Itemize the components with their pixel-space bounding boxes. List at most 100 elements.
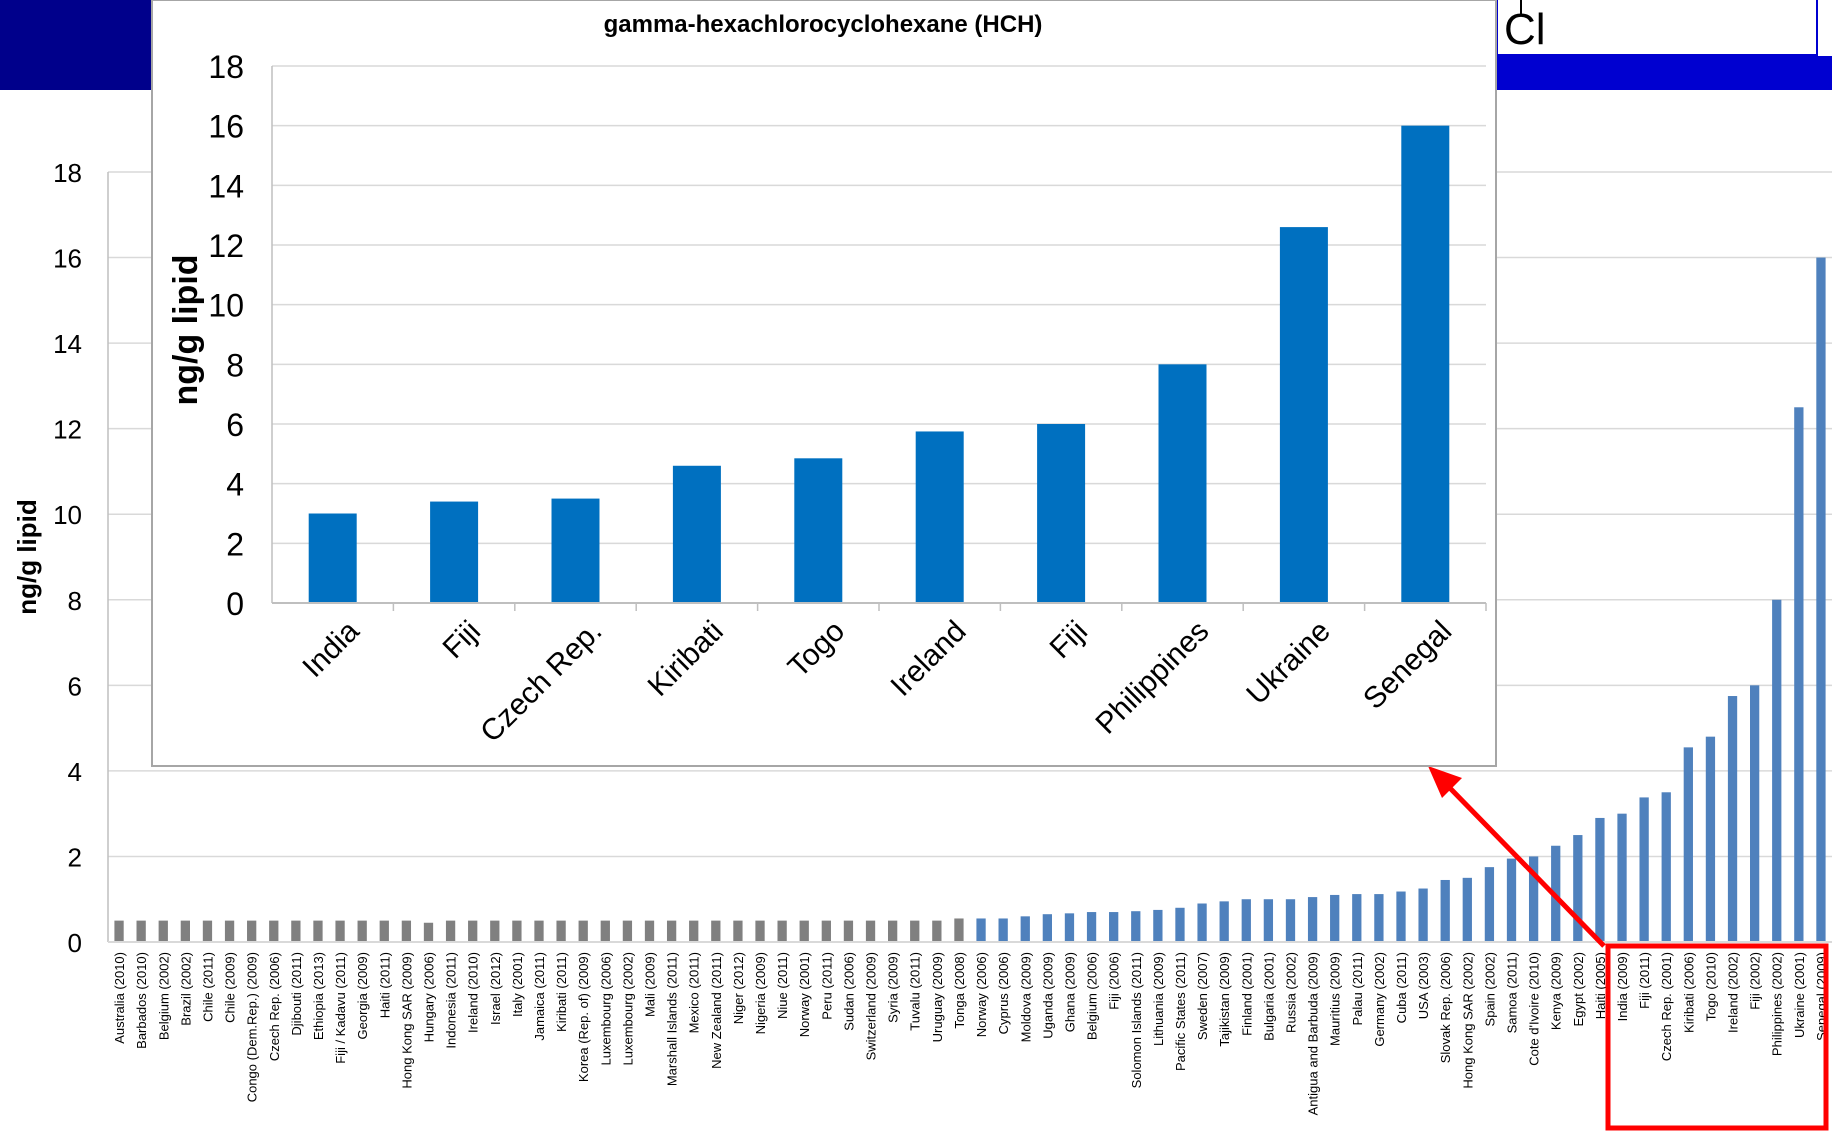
main-x-tick-label: Niger (2012)	[731, 952, 746, 1024]
main-bar	[1241, 899, 1251, 942]
main-bar	[1131, 911, 1141, 942]
inset-y-tick-label: 16	[208, 109, 244, 145]
main-x-tick-label: Kenya (2009)	[1549, 952, 1564, 1030]
main-bar	[1064, 913, 1075, 942]
main-x-tick-label: Antigua and Barbuda (2009)	[1306, 952, 1321, 1115]
inset-y-tick-label: 6	[226, 407, 244, 443]
main-bar	[733, 920, 743, 942]
main-x-tick-label: Ireland (2010)	[466, 952, 481, 1033]
main-bar	[777, 920, 787, 942]
main-x-tick-label: Indonesia (2011)	[444, 952, 459, 1049]
main-x-tick-label: Czech Rep. (2006)	[267, 952, 282, 1061]
main-x-tick-label: Pacific States (2011)	[1173, 952, 1188, 1071]
main-x-tick-label: Israel (2012)	[488, 952, 503, 1025]
structure-bond-line	[1520, 0, 1522, 14]
main-bar	[865, 920, 876, 942]
inset-bar-chart: gamma-hexachlorocyclohexane (HCH) 0 2 4 6 8 10…	[151, 0, 1497, 767]
header-band-left	[0, 0, 152, 90]
main-x-tick-label: Haiti (2011)	[377, 952, 392, 1018]
main-x-tick-label: Fiji (2002)	[1748, 952, 1763, 1010]
inset-frame	[151, 0, 1497, 767]
main-x-tick-label: Kiribati (2011)	[554, 952, 569, 1032]
main-bar	[622, 920, 633, 942]
main-bar	[269, 920, 279, 942]
main-x-tick-label: Nigeria (2009)	[753, 952, 768, 1034]
main-y-tick-label: 16	[53, 244, 82, 274]
main-bar	[512, 920, 522, 942]
inset-y-tick-label: 0	[226, 586, 244, 622]
main-bar	[1617, 813, 1627, 942]
inset-bar	[915, 431, 964, 603]
main-bar	[1396, 891, 1406, 942]
main-bar	[445, 920, 456, 942]
main-y-tick-label: 12	[53, 415, 82, 445]
main-bar	[887, 920, 898, 942]
inset-y-tick-label: 10	[208, 288, 244, 324]
highlight-box	[1605, 943, 1829, 1131]
highlight-arrow-line	[1444, 782, 1606, 948]
main-x-tick-label: Djibouti (2011)	[289, 952, 304, 1036]
inset-y-tick-label: 12	[208, 228, 244, 264]
main-bar	[1374, 894, 1384, 942]
main-bar	[1794, 407, 1804, 942]
main-x-tick-label: Germany (2002)	[1372, 952, 1387, 1047]
main-bar	[401, 920, 412, 942]
main-x-tick-label: Luxembourg (2006)	[598, 952, 613, 1065]
main-x-tick-label: Cyprus (2006)	[996, 952, 1011, 1034]
main-x-tick-label: Tonga (2008)	[952, 952, 967, 1029]
main-bar	[1727, 696, 1738, 942]
main-bar	[799, 920, 809, 942]
main-x-tick-label: Ukraine (2001)	[1792, 952, 1807, 1038]
main-bar	[1285, 899, 1296, 942]
main-x-tick-label: Chile (2009)	[223, 952, 238, 1023]
main-x-tick-label: Hungary (2006)	[421, 952, 436, 1042]
main-x-tick-label: Togo (2010)	[1703, 952, 1718, 1021]
main-y-tick-label: 4	[68, 757, 82, 787]
main-x-tick-label: Marshall Islands (2011)	[665, 952, 680, 1086]
main-bar	[644, 920, 655, 942]
main-bar	[1573, 835, 1583, 942]
main-x-tick-label: Uganda (2009)	[1040, 952, 1055, 1039]
inset-y-tick-label: 14	[208, 168, 244, 204]
inset-y-tick-label: 2	[226, 526, 244, 562]
main-x-tick-label: Russia (2002)	[1283, 952, 1298, 1033]
main-bar	[1307, 897, 1318, 942]
header-band-right	[1496, 56, 1832, 90]
main-bar	[357, 920, 367, 942]
main-y-axis-label: ng/g lipid	[12, 499, 42, 615]
main-x-tick-label: Spain (2002)	[1482, 952, 1497, 1026]
main-x-tick-label: Ghana (2009)	[1062, 952, 1077, 1032]
main-x-tick-label: Georgia (2009)	[355, 952, 370, 1039]
main-bar	[556, 920, 566, 942]
main-bar	[1042, 914, 1053, 942]
main-bar	[1197, 903, 1207, 942]
main-bar	[1484, 867, 1495, 942]
main-bar	[1705, 736, 1716, 942]
main-x-tick-label: Philippines (2002)	[1770, 952, 1785, 1056]
main-x-tick-label: Syria (2009)	[886, 952, 901, 1023]
main-bar	[534, 920, 544, 942]
inset-y-axis-label: ng/g lipid	[167, 254, 205, 405]
main-x-tick-label: Australia (2010)	[112, 952, 127, 1044]
main-x-tick-label: Peru (2011)	[819, 952, 834, 1020]
main-x-tick-label: USA (2003)	[1416, 952, 1431, 1019]
main-bar	[490, 920, 500, 942]
main-bar	[1462, 877, 1472, 942]
main-x-tick-label: Fiji (2011)	[1637, 952, 1652, 1009]
main-x-tick-label: Finland (2001)	[1239, 952, 1254, 1036]
main-bar	[1772, 599, 1782, 942]
main-bar	[1153, 909, 1163, 942]
main-x-tick-label: Kiribati (2006)	[1681, 952, 1696, 1033]
main-x-tick-label: New Zealand (2011)	[709, 952, 724, 1069]
inset-bar	[551, 498, 600, 603]
structure-formula-box	[1496, 0, 1818, 56]
main-x-tick-label: Samoa (2011)	[1505, 952, 1520, 1033]
main-x-tick-label: Ireland (2002)	[1726, 952, 1741, 1033]
main-bar	[843, 920, 854, 942]
main-x-tick-label: Belgium (2006)	[1085, 952, 1100, 1040]
main-x-tick-label: Switzerland (2009)	[864, 952, 879, 1060]
main-x-tick-label: Mexico (2011)	[687, 952, 702, 1033]
main-bar	[1506, 858, 1517, 942]
main-bar	[468, 920, 478, 942]
